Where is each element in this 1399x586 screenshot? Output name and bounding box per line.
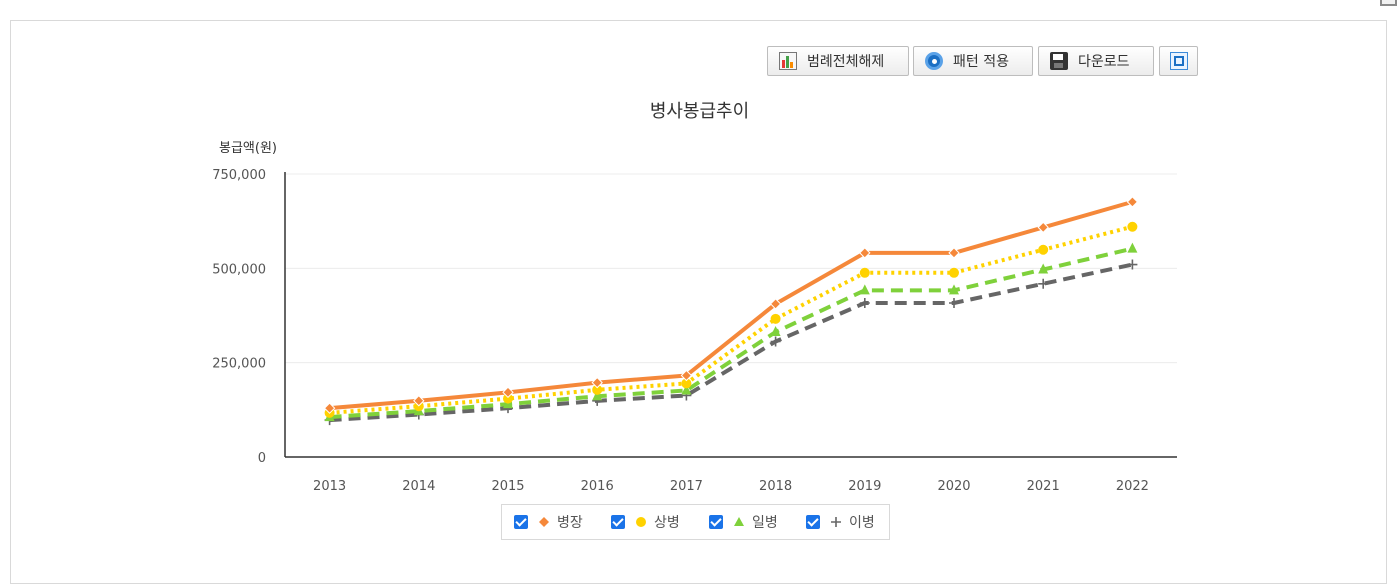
x-tick-label: 2019 xyxy=(848,479,881,494)
download-button[interactable]: 다운로드 xyxy=(1038,46,1154,76)
x-tick-label: 2020 xyxy=(937,479,970,494)
data-point xyxy=(859,267,870,278)
y-tick-label: 250,000 xyxy=(212,357,266,372)
save-disk-icon xyxy=(1050,52,1068,70)
data-point xyxy=(591,376,603,389)
legend-marker-icon xyxy=(732,515,746,529)
x-tick-label: 2014 xyxy=(402,479,435,494)
legend-toggle-all-button[interactable]: 범례전체해제 xyxy=(767,46,909,76)
data-point xyxy=(949,298,959,309)
y-tick-label: 0 xyxy=(258,451,266,466)
data-point xyxy=(770,313,781,324)
legend-checkbox[interactable] xyxy=(514,515,528,529)
data-point xyxy=(1038,244,1049,255)
data-point xyxy=(1127,242,1138,253)
legend-label: 일병 xyxy=(752,515,778,531)
fullscreen-button[interactable] xyxy=(1159,46,1198,76)
x-tick-label: 2013 xyxy=(313,479,346,494)
x-tick-label: 2015 xyxy=(491,479,524,494)
y-axis-label: 봉급액(원) xyxy=(219,141,277,156)
window-restore-icon[interactable] xyxy=(1380,0,1397,6)
series-line xyxy=(329,199,1133,411)
data-point xyxy=(1037,221,1049,234)
data-point xyxy=(681,378,692,389)
series-line xyxy=(329,262,1133,423)
data-point xyxy=(592,384,603,395)
data-point xyxy=(859,247,871,259)
bar-chart-icon xyxy=(779,52,797,70)
x-tick-label: 2022 xyxy=(1116,479,1149,494)
series-line xyxy=(329,224,1133,415)
data-point xyxy=(680,369,693,382)
legend-label: 이병 xyxy=(849,515,875,531)
legend-toggle-all-label: 범례전체해제 xyxy=(807,54,885,70)
data-point xyxy=(948,247,960,259)
legend-item[interactable]: 이병 xyxy=(806,505,875,539)
download-label: 다운로드 xyxy=(1078,54,1130,70)
chart-container xyxy=(10,20,1387,584)
data-point xyxy=(413,395,425,407)
legend-item[interactable]: 병장 xyxy=(514,505,583,539)
x-tick-label: 2016 xyxy=(581,479,614,494)
data-point xyxy=(949,267,959,278)
legend-marker-icon xyxy=(829,515,843,529)
data-point xyxy=(1127,221,1138,232)
fullscreen-icon xyxy=(1169,52,1188,70)
pattern-icon xyxy=(925,52,943,70)
series-line xyxy=(329,246,1133,420)
data-point xyxy=(770,325,781,336)
legend-item[interactable]: 일병 xyxy=(709,505,778,539)
legend-marker-icon xyxy=(537,515,551,529)
data-point xyxy=(949,284,959,295)
legend-marker-icon xyxy=(634,515,648,529)
legend-label: 상병 xyxy=(654,515,680,531)
legend-item[interactable]: 상병 xyxy=(611,505,680,539)
chart-legend: 병장 상병 일병 이병 xyxy=(501,504,890,540)
x-tick-label: 2017 xyxy=(670,479,703,494)
data-point xyxy=(859,284,870,295)
data-point xyxy=(1126,196,1139,208)
data-point xyxy=(1127,259,1138,270)
data-point xyxy=(770,336,781,347)
y-tick-label: 750,000 xyxy=(212,168,266,183)
data-point xyxy=(681,384,692,395)
x-tick-label: 2018 xyxy=(759,479,792,494)
apply-pattern-button[interactable]: 패턴 적용 xyxy=(913,46,1033,76)
x-tick-label: 2021 xyxy=(1027,479,1060,494)
legend-label: 병장 xyxy=(557,515,583,531)
data-point xyxy=(769,298,782,310)
chart-title: 병사봉급추이 xyxy=(649,101,750,122)
data-point xyxy=(1038,263,1049,274)
y-tick-label: 500,000 xyxy=(212,262,266,277)
legend-checkbox[interactable] xyxy=(611,515,625,529)
data-point xyxy=(1038,278,1049,289)
apply-pattern-label: 패턴 적용 xyxy=(953,54,1009,70)
data-point xyxy=(502,386,514,399)
legend-checkbox[interactable] xyxy=(806,515,820,529)
data-point xyxy=(503,393,513,404)
data-point xyxy=(592,390,603,401)
data-point xyxy=(323,402,336,414)
data-point xyxy=(859,298,870,309)
legend-checkbox[interactable] xyxy=(709,515,723,529)
